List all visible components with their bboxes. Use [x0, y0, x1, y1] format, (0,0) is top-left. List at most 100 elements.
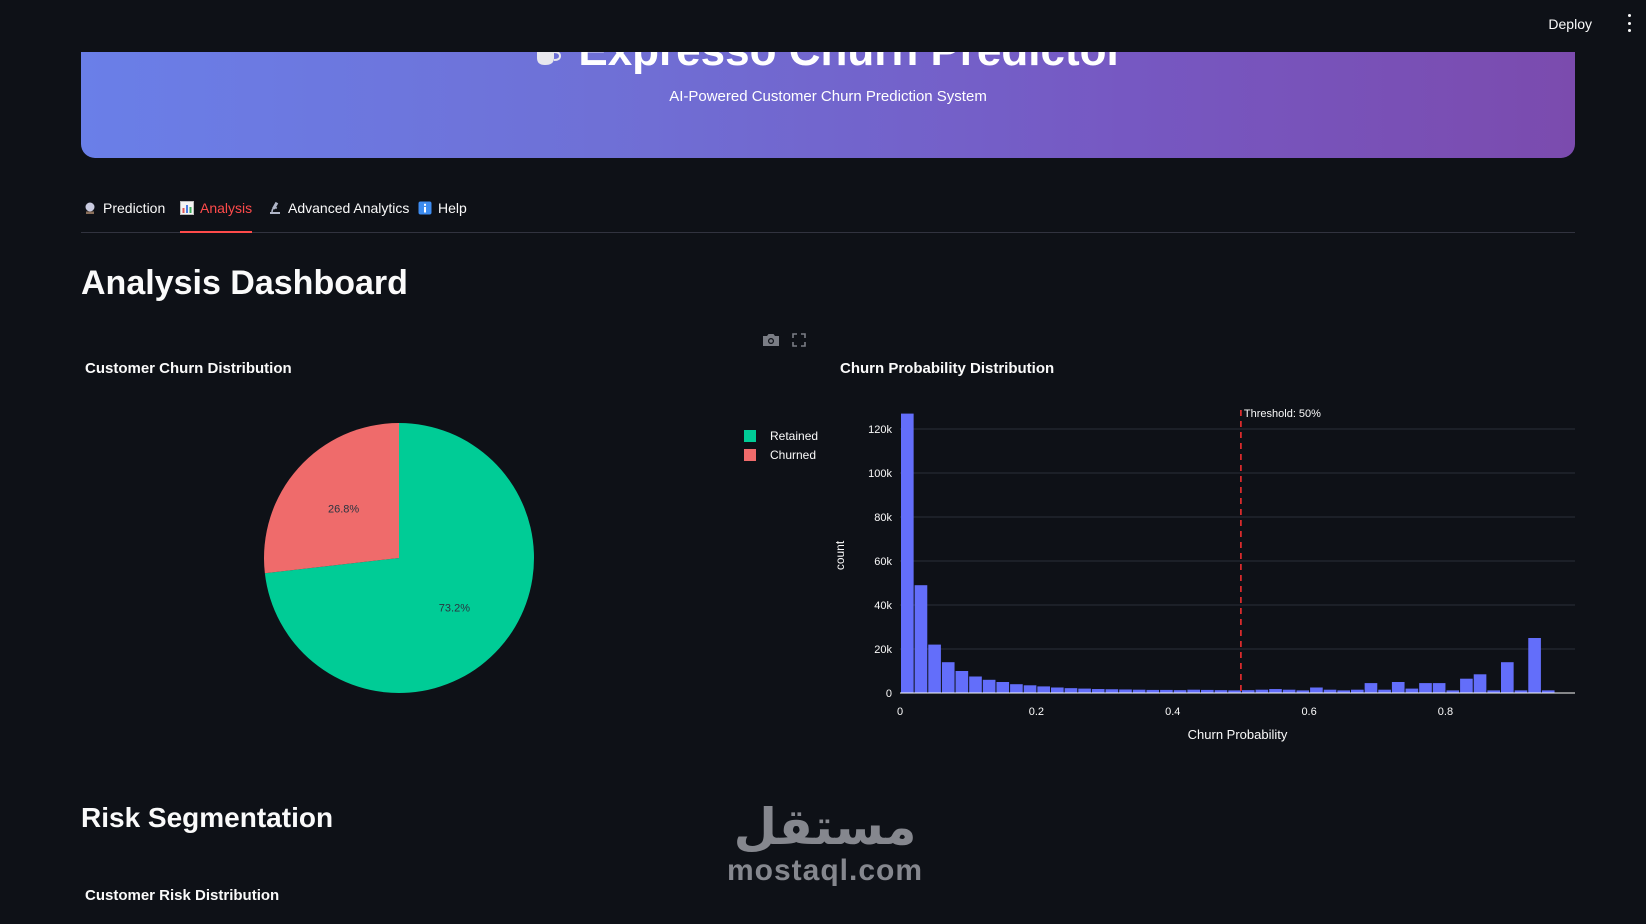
y-axis-title: count	[833, 540, 847, 570]
fullscreen-icon[interactable]	[792, 333, 806, 347]
pie-slice-churned	[264, 423, 399, 574]
histogram-bar	[1446, 690, 1460, 693]
histogram-bar	[1105, 689, 1119, 693]
watermark-arabic: مستقل	[733, 798, 917, 856]
tab-advanced-analytics[interactable]: Advanced Analytics	[268, 196, 409, 232]
histogram-bar	[996, 682, 1010, 693]
histogram-bar	[1310, 687, 1323, 693]
histogram-bar	[1269, 689, 1282, 693]
histogram-bar	[1501, 662, 1514, 693]
y-tick-label: 120k	[868, 424, 892, 436]
tab-analysis[interactable]: Analysis	[180, 196, 253, 233]
app-toolbar: Deploy	[0, 0, 1646, 52]
x-tick-label: 0	[897, 706, 903, 718]
legend-swatch-retained	[744, 430, 756, 442]
histogram-bar	[1255, 689, 1269, 693]
main-menu-icon[interactable]	[1624, 14, 1634, 32]
histogram-bar	[928, 644, 941, 693]
histogram-bar	[1323, 689, 1337, 693]
x-axis-title: Churn Probability	[1188, 727, 1288, 742]
pie-slice-label: 26.8%	[328, 504, 359, 516]
histogram-bar	[1132, 689, 1146, 693]
histogram-bar	[982, 679, 996, 693]
chart-modebar	[762, 331, 812, 349]
histogram-bar	[1378, 689, 1391, 693]
y-tick-label: 20k	[874, 644, 892, 656]
histogram-bar	[1391, 682, 1405, 693]
histogram-bar	[1241, 690, 1255, 693]
page-title: Analysis Dashboard	[81, 264, 408, 302]
y-tick-label: 60k	[874, 556, 892, 568]
tab-bar: Prediction Analysis Advanced Analytics H…	[81, 196, 1575, 233]
legend-swatch-churned	[744, 449, 756, 461]
header-banner: Expresso Churn Predictor AI-Powered Cust…	[81, 52, 1575, 158]
y-tick-label: 80k	[874, 512, 892, 524]
risk-section-heading: Risk Segmentation	[81, 802, 334, 833]
x-tick-label: 0.6	[1301, 706, 1316, 718]
risk-chart-title: Customer Risk Distribution	[85, 887, 280, 904]
watermark-latin: mostaql.com	[726, 854, 924, 887]
histogram-bar	[1078, 688, 1091, 693]
app-title: Expresso Churn Predictor	[578, 52, 1123, 75]
histogram-bar	[1214, 690, 1228, 693]
tab-prediction[interactable]: Prediction	[83, 196, 165, 232]
histogram-title: Churn Probability Distribution	[840, 360, 1055, 377]
pie-slice-label: 73.2%	[439, 602, 470, 614]
pie-slice-retained	[264, 423, 534, 693]
coffee-logo-icon	[537, 52, 562, 66]
camera-icon[interactable]	[762, 333, 780, 347]
histogram-bar	[1064, 688, 1078, 693]
bar-chart-icon	[180, 201, 194, 215]
y-tick-label: 40k	[874, 600, 892, 612]
histogram-bar	[1091, 689, 1105, 693]
histogram-bar	[969, 676, 982, 693]
churn-pie-chart: 73.2% 26.8% Retained Churned	[264, 423, 818, 693]
histogram-bar	[1541, 690, 1555, 693]
watermark-logo: مستقل mostaql.com	[720, 800, 930, 888]
histogram-bar	[941, 662, 955, 693]
histogram-bar	[1460, 678, 1473, 693]
histogram-bar	[1051, 687, 1064, 693]
histogram-bar	[1160, 689, 1173, 693]
x-tick-label: 0.4	[1165, 706, 1180, 718]
legend-label-churned: Churned	[770, 448, 816, 462]
threshold-label: Threshold: 50%	[1244, 408, 1321, 420]
histogram-bar	[1432, 683, 1446, 693]
app-title-row: Expresso Churn Predictor	[81, 52, 1575, 76]
histogram-bar	[901, 413, 914, 693]
tab-label: Help	[438, 200, 467, 216]
tab-label: Advanced Analytics	[288, 200, 410, 216]
histogram-bar	[914, 585, 928, 693]
tab-help[interactable]: Help	[418, 196, 467, 232]
histogram-bar	[1282, 689, 1296, 693]
pie-chart-title: Customer Churn Distribution	[85, 360, 292, 377]
histogram-bar	[1187, 689, 1200, 693]
tab-label: Prediction	[103, 200, 166, 216]
histogram-bar	[1514, 690, 1528, 693]
histogram-bar	[1037, 686, 1050, 693]
histogram-bar	[1487, 690, 1500, 693]
histogram-bar	[1364, 683, 1378, 693]
histogram-bar	[1146, 689, 1160, 693]
histogram-bar	[1173, 690, 1187, 693]
crystal-ball-icon	[85, 202, 95, 214]
y-tick-label: 100k	[868, 468, 892, 480]
histogram-bar	[1119, 689, 1132, 693]
histogram-bar	[1351, 689, 1364, 693]
histogram-bar	[1201, 689, 1214, 693]
histogram-bar	[955, 671, 969, 693]
app-subtitle: AI-Powered Customer Churn Prediction Sys…	[669, 88, 987, 105]
histogram-bar	[1419, 683, 1432, 693]
histogram-bar	[1010, 684, 1023, 693]
histogram-bar	[1228, 690, 1241, 693]
histogram-bar	[1023, 685, 1037, 693]
microscope-icon	[270, 201, 280, 214]
histogram-bar	[1405, 688, 1419, 693]
histogram-bar	[1473, 674, 1487, 693]
histogram-bar	[1296, 690, 1310, 693]
histogram-bar	[1337, 690, 1350, 693]
histogram-bar	[1528, 638, 1541, 693]
x-tick-label: 0.8	[1438, 706, 1453, 718]
deploy-button[interactable]: Deploy	[1542, 12, 1598, 36]
info-icon	[418, 201, 432, 215]
